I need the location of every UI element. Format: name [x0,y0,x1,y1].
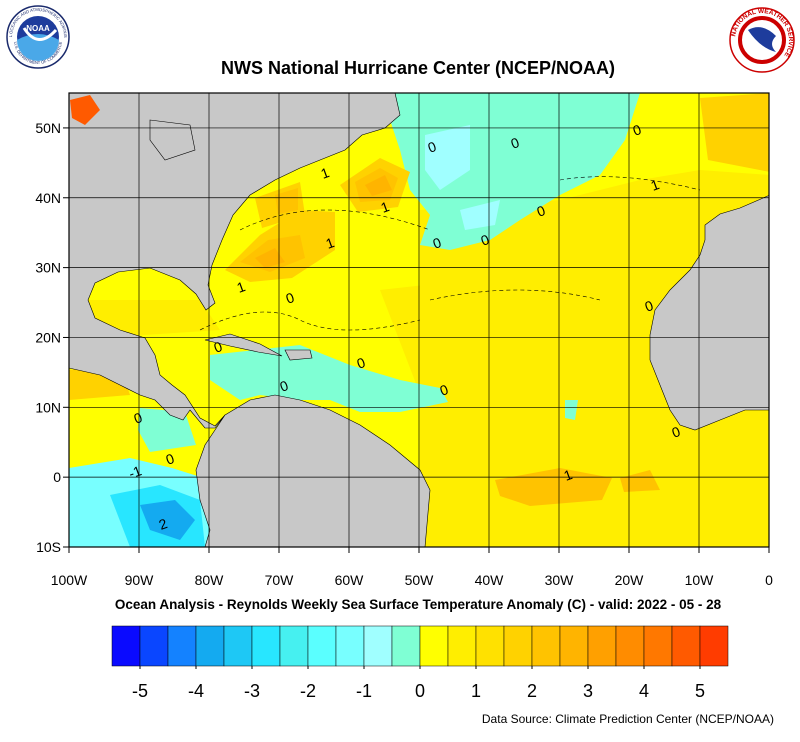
colorbar-swatch [223,625,253,667]
colorbar-swatch [587,625,617,667]
source: Data Source: Climate Prediction Center (… [482,712,774,726]
colorbar-label: -1 [356,681,372,701]
colorbar-label: -4 [188,681,204,701]
y-tick-label: 30N [35,260,61,276]
colorbar-swatch [531,625,561,667]
x-tick-label: 50W [405,572,435,588]
colorbar-label: -2 [300,681,316,701]
x-tick-label: 70W [265,572,295,588]
colorbar-label: 1 [471,681,481,701]
contour-label: -1 [126,462,143,481]
colorbar-label: -5 [132,681,148,701]
colorbar-swatch [251,625,281,667]
y-tick-label: 10N [35,399,61,415]
colorbar-swatch [279,625,309,667]
noaa-logo: NOAA NATIONAL OCEANIC AND ATMOSPHERIC AD… [0,0,70,69]
x-tick-label: 80W [195,572,225,588]
nws-logo: NATIONAL WEATHER SERVICE [729,7,795,73]
colorbar-swatch [503,625,533,667]
colorbar-swatch [643,625,673,667]
x-tick-label: 90W [125,572,155,588]
colorbar-swatch [419,625,449,667]
y-tick-label: 0 [53,469,61,485]
colorbar-swatch [559,625,589,667]
colorbar-label: 2 [527,681,537,701]
map-field [69,93,769,547]
colorbar-label: 0 [415,681,425,701]
colorbar-swatch [139,625,169,667]
colorbar-swatch [447,625,477,667]
colorbar-swatch [615,625,645,667]
colorbar-label: -3 [244,681,260,701]
colorbar-swatch [167,625,197,667]
colorbar-label: 3 [583,681,593,701]
colorbar-swatch [391,625,421,667]
colorbar-swatch [195,625,225,667]
x-tick-label: 10W [685,572,715,588]
y-tick-label: 10S [36,539,61,555]
x-tick-label: 20W [615,572,645,588]
y-tick-label: 50N [35,120,61,136]
x-tick-label: 0 [765,572,773,588]
colorbar-swatch [335,625,365,667]
x-tick-label: 30W [545,572,575,588]
title: NWS National Hurricane Center (NCEP/NOAA… [221,58,615,78]
y-tick-label: 40N [35,190,61,206]
colorbar-swatch [699,625,729,667]
x-tick-label: 60W [335,572,365,588]
caption: Ocean Analysis - Reynolds Weekly Sea Sur… [115,597,722,612]
y-tick-label: 20N [35,329,61,345]
colorbar-label: 5 [695,681,705,701]
x-tick-label: 40W [475,572,505,588]
colorbar-label: 4 [639,681,649,701]
noaa-text: NOAA [26,24,50,33]
colorbar-swatch [111,625,141,667]
colorbar-swatch [475,625,505,667]
colorbar-swatch [363,625,393,667]
x-tick-label: 100W [51,572,88,588]
colorbar-swatch [307,625,337,667]
colorbar-swatch [671,625,701,667]
